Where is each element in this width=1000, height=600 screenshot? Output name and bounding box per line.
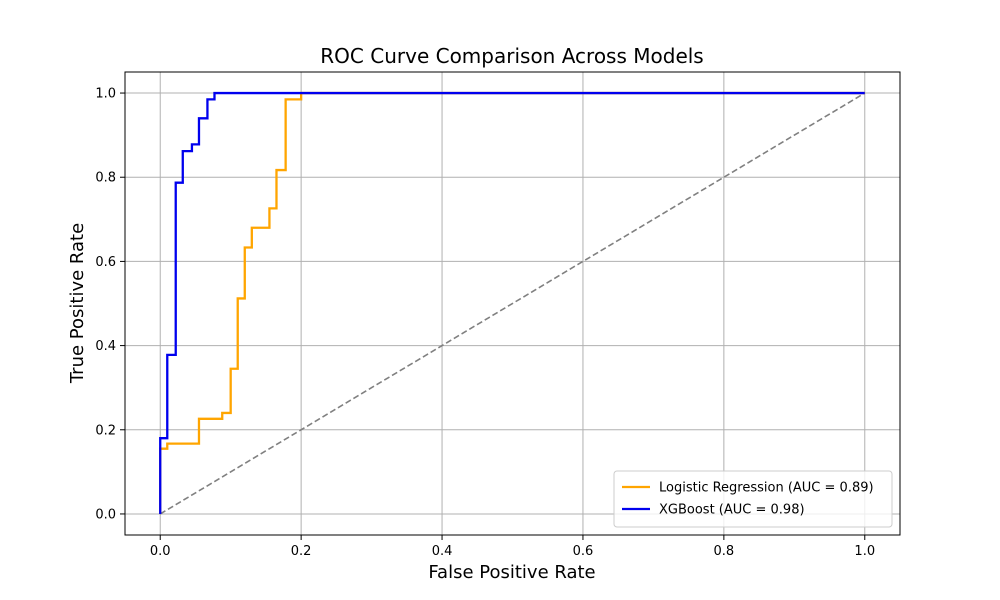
y-tick-label: 0.8 [95,171,116,186]
x-tick-label: 0.8 [714,544,735,559]
legend-entry-label: XGBoost (AUC = 0.98) [659,503,805,518]
x-tick-label: 0.6 [573,544,594,559]
axis-ticks: 0.0 0.2 0.4 0.6 0.8 1.0 0.0 0.2 0.4 0.6 0.8 1.0 [95,87,875,559]
roc-series-line-0 [159,91,865,514]
x-tick-label: 0.2 [291,544,312,559]
x-tick-label: 0.4 [432,544,453,559]
legend-entry-label: Logistic Regression (AUC = 0.89) [659,481,874,496]
y-tick-label: 0.6 [95,255,116,270]
y-tick-label: 1.0 [95,87,116,102]
y-axis-label: True Positive Rate [67,223,88,384]
legend-box [613,470,893,528]
series-layer [159,91,866,515]
x-tick-label: 0.0 [150,544,171,559]
plot-frame [124,71,901,536]
y-tick-label: 0.0 [95,507,116,522]
chart-title: ROC Curve Comparison Across Models [320,44,703,68]
roc-series-line-1 [159,91,865,514]
x-tick-label: 1.0 [854,544,875,559]
x-axis-label: False Positive Rate [428,562,595,583]
y-tick-label: 0.4 [95,339,116,354]
y-tick-label: 0.2 [95,423,116,438]
legend: Logistic Regression (AUC = 0.89) XGBoost … [613,470,893,528]
chance-diagonal-line [159,92,866,515]
